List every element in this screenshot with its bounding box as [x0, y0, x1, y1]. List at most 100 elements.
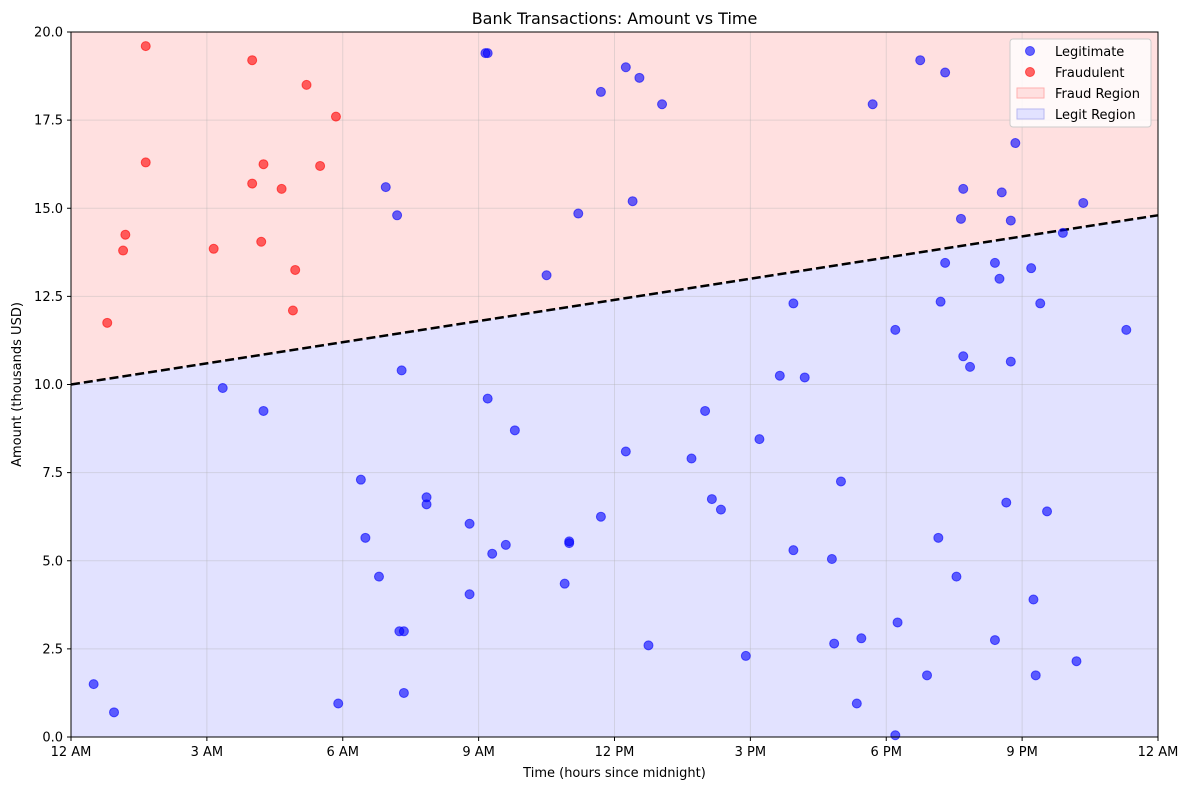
legitimate-point	[258, 405, 269, 416]
legitimate-point	[788, 545, 799, 556]
fraudulent-point	[140, 157, 151, 168]
legitimate-point	[935, 296, 946, 307]
legitimate-point	[398, 626, 409, 637]
legitimate-point	[620, 446, 631, 457]
fraudulent-point	[330, 111, 341, 122]
legitimate-point	[829, 638, 840, 649]
y-tick-label: 10.0	[34, 378, 63, 393]
legend-label: Fraud Region	[1055, 87, 1140, 102]
y-tick-label: 15.0	[34, 202, 63, 217]
x-tick-label: 9 PM	[1006, 745, 1037, 760]
fraudulent-point	[247, 55, 258, 66]
fraudulent-point	[301, 79, 312, 90]
legitimate-point	[643, 640, 654, 651]
legitimate-point	[398, 687, 409, 698]
legitimate-point	[856, 633, 867, 644]
legitimate-point	[482, 393, 493, 404]
legitimate-point	[396, 365, 407, 376]
y-axis-label: Amount (thousands USD)	[10, 302, 25, 467]
legitimate-point	[380, 182, 391, 193]
legitimate-point	[1057, 227, 1068, 238]
legitimate-point	[360, 532, 371, 543]
legitimate-point	[109, 707, 120, 718]
legitimate-point	[788, 298, 799, 309]
fraudulent-point	[276, 183, 287, 194]
legitimate-point	[627, 196, 638, 207]
legend: Legitimate Fraudulent Fraud Region Legit Re…	[1009, 38, 1152, 128]
legitimate-point	[706, 494, 717, 505]
legend-marker	[1025, 46, 1035, 56]
legitimate-point	[464, 518, 475, 529]
legitimate-point	[754, 434, 765, 445]
fraud-region-fill	[71, 32, 1158, 385]
legitimate-point	[958, 183, 969, 194]
fraudulent-point	[290, 264, 301, 275]
legitimate-point	[595, 511, 606, 522]
legitimate-point	[915, 55, 926, 66]
fraudulent-point	[256, 236, 267, 247]
fraudulent-point	[118, 245, 129, 256]
legitimate-point	[826, 553, 837, 564]
y-tick-label: 0.0	[42, 731, 63, 746]
legitimate-point	[890, 730, 901, 741]
fraudulent-point	[287, 305, 298, 316]
legitimate-point	[620, 62, 631, 73]
y-tick-label: 12.5	[34, 290, 63, 305]
legitimate-point	[657, 99, 668, 110]
legitimate-point	[1035, 298, 1046, 309]
legitimate-point	[700, 405, 711, 416]
legitimate-point	[890, 324, 901, 335]
legitimate-point	[421, 499, 432, 510]
legitimate-point	[509, 425, 520, 436]
legitimate-point	[1071, 656, 1082, 667]
legitimate-point	[994, 273, 1005, 284]
legitimate-point	[559, 578, 570, 589]
legitimate-point	[1010, 138, 1021, 149]
legitimate-point	[989, 257, 1000, 268]
legend-box	[1009, 38, 1152, 128]
legend-swatch	[1016, 87, 1045, 99]
legitimate-point	[355, 474, 366, 485]
legit-region-fill	[71, 215, 1158, 738]
legitimate-point	[464, 589, 475, 600]
legitimate-point	[892, 617, 903, 628]
legend-label: Legitimate	[1055, 45, 1124, 60]
legitimate-point	[500, 539, 511, 550]
legitimate-point	[940, 67, 951, 78]
fraudulent-point	[247, 178, 258, 189]
x-axis-label: Time (hours since midnight)	[522, 766, 706, 781]
legitimate-point	[88, 679, 99, 690]
x-axis-ticks: 12 AM 3 AM 6 AM 9 AM 12 PM 3 PM 6 PM 9 PM 12 AM	[51, 737, 1178, 760]
x-tick-label: 9 AM	[462, 745, 495, 760]
data-points	[88, 41, 1132, 741]
fraudulent-point	[315, 160, 326, 171]
x-tick-label: 3 PM	[735, 745, 766, 760]
legitimate-point	[333, 698, 344, 709]
legitimate-point	[1005, 356, 1016, 367]
legitimate-point	[1001, 497, 1012, 508]
chart-title: Bank Transactions: Amount vs Time	[472, 9, 758, 28]
legitimate-point	[951, 571, 962, 582]
legitimate-point	[487, 548, 498, 559]
legitimate-point	[922, 670, 933, 681]
legitimate-point	[217, 383, 228, 394]
legitimate-point	[392, 210, 403, 221]
x-tick-label: 6 PM	[871, 745, 902, 760]
legitimate-point	[373, 571, 384, 582]
legitimate-point	[958, 351, 969, 362]
legitimate-point	[1005, 215, 1016, 226]
x-tick-label: 12 PM	[595, 745, 635, 760]
legitimate-point	[965, 361, 976, 372]
fraudulent-point	[208, 243, 219, 254]
legitimate-point	[573, 208, 584, 219]
legitimate-point	[851, 698, 862, 709]
fraudulent-point	[120, 229, 131, 240]
decision-boundary-line	[70, 214, 1159, 386]
legitimate-point	[989, 635, 1000, 646]
legend-label: Fraudulent	[1055, 66, 1125, 81]
legitimate-point	[564, 536, 575, 547]
legitimate-point	[940, 257, 951, 268]
legitimate-point	[1121, 324, 1132, 335]
legitimate-point	[715, 504, 726, 515]
y-tick-label: 2.5	[42, 642, 63, 657]
